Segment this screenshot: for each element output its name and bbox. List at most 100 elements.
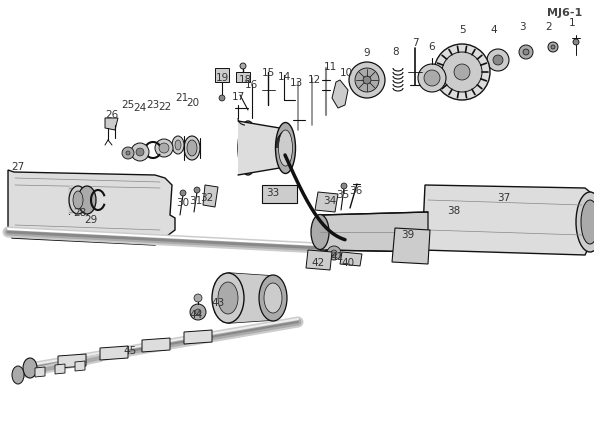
Text: 36: 36 — [349, 186, 362, 196]
Text: 20: 20 — [187, 98, 200, 108]
Text: 17: 17 — [232, 92, 245, 102]
Text: 12: 12 — [307, 75, 321, 85]
Text: 4: 4 — [491, 25, 497, 35]
Circle shape — [126, 151, 130, 155]
Circle shape — [519, 45, 533, 59]
Text: 35: 35 — [336, 190, 350, 200]
Text: 45: 45 — [124, 346, 137, 356]
Text: 7: 7 — [412, 38, 418, 48]
Circle shape — [424, 70, 440, 86]
Ellipse shape — [172, 136, 184, 154]
Text: 16: 16 — [244, 80, 258, 90]
Text: 38: 38 — [447, 206, 460, 216]
Text: 28: 28 — [74, 208, 87, 218]
Ellipse shape — [311, 215, 329, 249]
Circle shape — [418, 64, 446, 92]
Text: 18: 18 — [238, 75, 252, 85]
Text: 31: 31 — [189, 196, 203, 206]
Circle shape — [131, 143, 149, 161]
Circle shape — [327, 246, 341, 260]
Circle shape — [122, 147, 134, 159]
Circle shape — [331, 250, 337, 256]
Polygon shape — [100, 346, 128, 360]
Ellipse shape — [264, 283, 282, 313]
Text: 41: 41 — [330, 252, 343, 262]
Ellipse shape — [238, 121, 258, 175]
Polygon shape — [75, 361, 85, 371]
Text: 2: 2 — [546, 22, 552, 32]
Ellipse shape — [69, 186, 87, 214]
Polygon shape — [340, 252, 362, 266]
Text: 44: 44 — [189, 310, 203, 320]
Text: 43: 43 — [211, 298, 225, 308]
Text: 13: 13 — [289, 78, 302, 88]
Circle shape — [434, 44, 490, 100]
Circle shape — [363, 76, 371, 84]
Ellipse shape — [12, 366, 24, 384]
Text: 1: 1 — [568, 18, 576, 28]
Polygon shape — [320, 212, 428, 252]
Circle shape — [551, 45, 555, 49]
Polygon shape — [69, 186, 87, 214]
Ellipse shape — [23, 358, 37, 378]
Polygon shape — [55, 364, 65, 374]
Circle shape — [240, 63, 246, 69]
Ellipse shape — [576, 192, 594, 252]
Text: 21: 21 — [175, 93, 189, 103]
Circle shape — [155, 139, 173, 157]
Circle shape — [341, 183, 347, 189]
Circle shape — [219, 95, 225, 101]
Text: 24: 24 — [134, 103, 147, 113]
Text: 15: 15 — [261, 68, 274, 78]
Ellipse shape — [184, 136, 200, 160]
Polygon shape — [203, 185, 218, 207]
Text: 9: 9 — [364, 48, 370, 58]
Circle shape — [136, 148, 144, 156]
Ellipse shape — [187, 140, 197, 156]
Text: 32: 32 — [200, 193, 214, 203]
Text: 23: 23 — [146, 100, 160, 110]
Ellipse shape — [78, 186, 96, 214]
Text: 22: 22 — [159, 102, 172, 112]
Polygon shape — [392, 228, 430, 264]
Bar — [215, 68, 229, 82]
Text: 25: 25 — [121, 100, 135, 110]
Ellipse shape — [279, 130, 292, 166]
Polygon shape — [35, 367, 45, 377]
Ellipse shape — [175, 140, 181, 150]
Circle shape — [523, 49, 529, 55]
Circle shape — [190, 304, 206, 320]
Text: 6: 6 — [429, 42, 435, 52]
Circle shape — [194, 294, 202, 302]
Text: 19: 19 — [216, 73, 229, 83]
Circle shape — [548, 42, 558, 52]
Ellipse shape — [212, 273, 244, 323]
Polygon shape — [184, 330, 212, 344]
Text: 29: 29 — [84, 215, 97, 225]
Text: 5: 5 — [460, 25, 466, 35]
Polygon shape — [306, 250, 332, 270]
Text: 34: 34 — [323, 196, 337, 206]
Polygon shape — [238, 121, 286, 175]
Circle shape — [493, 55, 503, 65]
Text: 11: 11 — [323, 62, 337, 72]
Polygon shape — [8, 170, 175, 245]
Ellipse shape — [73, 191, 83, 209]
Polygon shape — [58, 354, 86, 368]
Bar — [236, 72, 250, 82]
Circle shape — [218, 71, 226, 79]
Text: 40: 40 — [342, 258, 355, 268]
Circle shape — [195, 309, 201, 315]
Circle shape — [194, 187, 200, 193]
Circle shape — [442, 52, 482, 92]
Text: 37: 37 — [497, 193, 511, 203]
Ellipse shape — [259, 275, 287, 321]
Circle shape — [159, 143, 169, 153]
Text: 39: 39 — [402, 230, 415, 240]
Polygon shape — [228, 273, 273, 323]
Circle shape — [180, 190, 186, 196]
Text: 26: 26 — [105, 110, 119, 120]
Polygon shape — [142, 338, 170, 352]
Text: 14: 14 — [277, 72, 290, 82]
Text: 3: 3 — [519, 22, 525, 32]
